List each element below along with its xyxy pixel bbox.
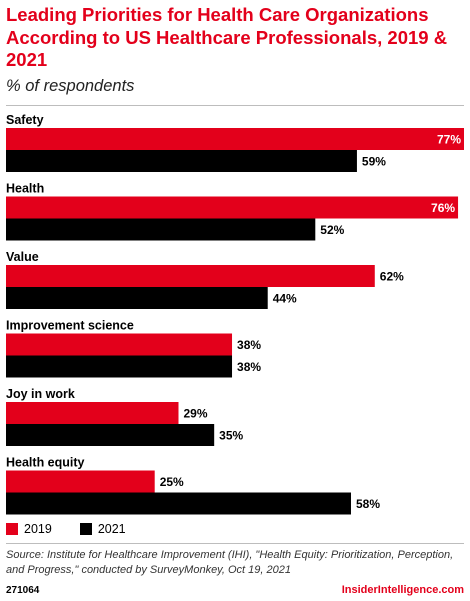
value-label-value-2019: 62% [380,270,404,284]
category-label-safety: Safety [6,113,44,127]
legend-item-2021: 2021 [79,522,126,536]
value-label-improvement-science-2019: 38% [237,338,261,352]
legend-item-2019: 2019 [6,522,52,536]
bar-health-2021 [6,218,316,241]
value-label-safety-2019: 77% [437,133,461,147]
category-label-joy-in-work: Joy in work [6,387,75,401]
chart-title: Leading Priorities for Health Care Organ… [6,4,448,70]
bar-value-2019 [6,265,375,287]
category-label-improvement-science: Improvement science [6,319,134,333]
value-label-improvement-science-2021: 38% [237,360,261,374]
value-label-health-equity-2021: 58% [356,497,380,511]
legend-swatch-2019 [6,523,18,535]
bar-chart: Safety 77% 59% Health 76% 52% Value 62% 44% Impro… [6,113,464,515]
category-label-value: Value [6,250,39,264]
value-label-joy-in-work-2021: 35% [219,429,243,443]
chart-subtitle: % of respondents [6,77,135,95]
bar-safety-2021 [6,150,357,172]
legend-swatch-2021 [79,523,92,535]
legend: 2019 2021 [6,522,154,536]
value-label-safety-2021: 59% [362,155,386,169]
bar-health-equity-2021 [6,492,351,515]
bar-safety-2019 [6,128,464,150]
bottom-divider [6,543,464,544]
bar-value-2021 [6,287,268,309]
bar-joy-in-work-2021 [6,424,215,446]
value-label-health-equity-2019: 25% [160,475,184,489]
source-note: Source: Institute for Healthcare Improve… [6,549,454,576]
bar-joy-in-work-2019 [6,402,179,424]
category-label-health-equity: Health equity [6,456,85,470]
value-label-health-2019: 76% [431,201,455,215]
category-label-health: Health [6,182,44,196]
brand-logo-text: InsiderIntelligence.com [341,584,464,596]
legend-label-2019: 2019 [24,522,52,536]
bar-health-2019 [6,196,459,219]
top-divider [6,105,464,106]
value-label-joy-in-work-2019: 29% [183,407,207,421]
value-label-value-2021: 44% [273,292,297,306]
legend-label-2021: 2021 [97,522,126,536]
bar-improvement-science-2021 [6,355,233,378]
chart-id: 271064 [6,585,40,596]
bar-health-equity-2019 [6,470,155,493]
bar-improvement-science-2019 [6,333,233,356]
value-label-health-2021: 52% [320,223,344,237]
